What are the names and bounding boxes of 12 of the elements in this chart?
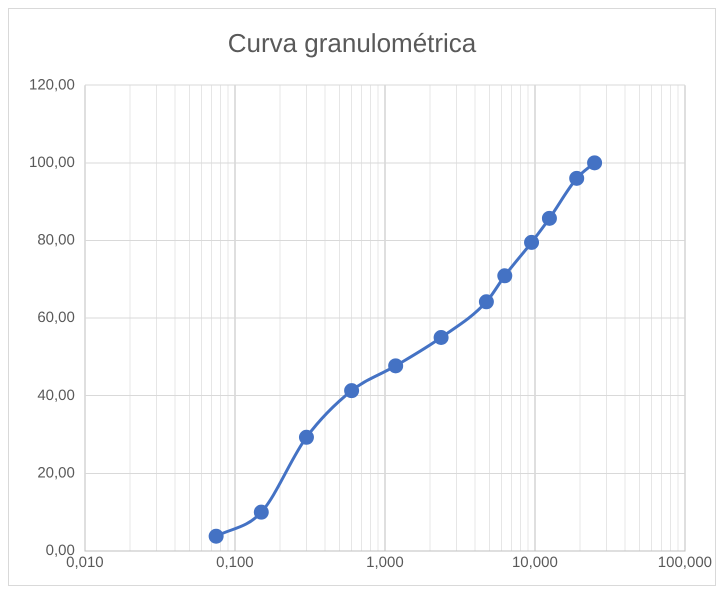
- y-tick-label: 40,00: [37, 386, 75, 404]
- y-tick-label: 20,00: [37, 464, 75, 482]
- chart-title: Curva granulométrica: [228, 28, 477, 58]
- x-tick-label: 0,010: [66, 554, 104, 572]
- x-tick-label: 0,100: [216, 554, 254, 572]
- x-tick-label: 100,000: [658, 554, 712, 572]
- x-tick-label: 10,000: [512, 554, 558, 572]
- y-tick-label: 60,00: [37, 309, 75, 326]
- x-tick-label: 1,000: [366, 554, 404, 572]
- y-tick-label: 100,00: [28, 154, 75, 171]
- y-tick-label: 80,00: [37, 232, 75, 249]
- y-tick-label: 120,00: [28, 76, 75, 94]
